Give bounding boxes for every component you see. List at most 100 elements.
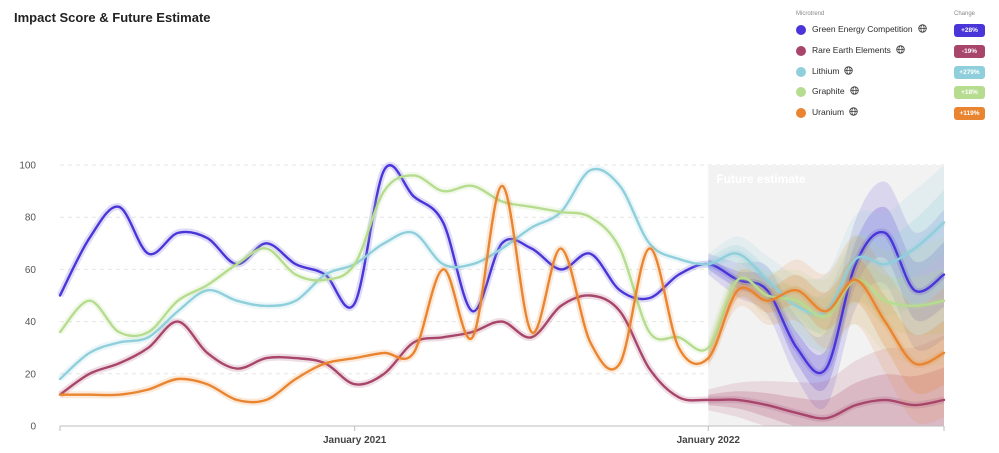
data-point [147,253,149,255]
data-point [737,253,739,255]
data-point [59,294,61,296]
data-point [501,320,503,322]
data-point [236,399,238,401]
data-point [825,315,827,317]
globe-icon[interactable] [849,86,859,96]
legend-item[interactable]: Lithium +279% [790,62,990,83]
legend-item-label: Uranium [812,107,858,117]
data-point [412,174,414,176]
data-point [795,412,797,414]
data-point [88,352,90,354]
series-line [58,174,946,352]
data-point [324,279,326,281]
x-tick-label: January 2022 [677,435,741,446]
y-tick-label: 80 [25,213,37,224]
data-point [59,378,61,380]
legend-swatch [796,66,806,77]
globe-icon[interactable] [896,45,905,54]
legend-swatch [796,25,806,35]
data-point [648,297,650,299]
data-point [295,378,297,380]
data-point [678,396,680,398]
globe-icon[interactable] [844,65,854,75]
data-point [619,185,621,187]
data-point [471,185,473,187]
data-point [324,362,326,364]
data-point [118,206,120,208]
legend-header-change: Change [954,11,976,17]
legend-item[interactable]: Green Energy Competition +28% [790,20,990,41]
data-point [265,247,267,249]
data-point [825,310,827,312]
data-point [619,247,621,249]
data-point [795,305,797,307]
data-point [177,378,179,380]
data-point [589,294,591,296]
data-point [943,352,945,354]
data-point [147,336,149,338]
data-point [324,273,326,275]
data-point [854,404,856,406]
data-point [560,247,562,249]
legend-item[interactable]: Graphite +18% [790,82,990,103]
legend-item[interactable]: Uranium +119% [790,103,990,124]
chart-title: Impact Score & Future Estimate [14,10,211,25]
data-point [206,284,208,286]
data-point [884,399,886,401]
data-point [943,221,945,223]
data-point [913,305,915,307]
data-point [884,263,886,265]
forecast-band [708,181,944,410]
data-point [383,190,385,192]
y-tick-label: 0 [30,422,36,433]
forecast-band [708,367,944,427]
data-point [825,367,827,369]
data-point [913,404,915,406]
data-point [854,279,856,281]
data-point [766,294,768,296]
data-point [678,347,680,349]
globe-icon[interactable] [917,24,927,33]
data-point [501,247,503,249]
data-point [118,331,120,333]
legend-item-name: Green Energy Competition [812,24,913,34]
data-point [884,232,886,234]
legend: Microtrend Change Green Energy Competiti… [790,8,990,124]
data-point [913,362,915,364]
change-badge: +18% [954,86,985,100]
data-point [530,206,532,208]
data-point [442,221,444,223]
data-point [501,185,503,187]
legend-item-name: Lithium [812,65,840,76]
legend-swatch [796,45,806,56]
change-badge: -19% [954,44,985,58]
data-point [737,279,739,281]
data-point [766,404,768,406]
legend-item-label: Lithium [812,65,854,76]
data-point [442,263,444,265]
data-point [707,357,709,359]
data-point [59,393,61,395]
data-point [530,336,532,338]
data-point [884,320,886,322]
series-line [58,294,946,420]
forecast-band [708,206,944,392]
data-point [206,237,208,239]
data-point [648,247,650,249]
legend-item[interactable]: Rare Earth Elements -19% [790,41,990,62]
data-point [442,190,444,192]
y-tick-label: 100 [19,161,36,172]
legend-item-label: Green Energy Competition [812,24,927,34]
change-badge: +279% [954,65,985,79]
globe-icon[interactable] [849,107,858,116]
forecast-band [708,257,944,353]
data-point [147,347,149,349]
data-point [59,331,61,333]
data-point [265,242,267,244]
change-badge: +119% [954,107,985,121]
data-point [648,242,650,244]
data-point [412,195,414,197]
data-point [648,367,650,369]
data-point [707,399,709,401]
data-point [619,362,621,364]
